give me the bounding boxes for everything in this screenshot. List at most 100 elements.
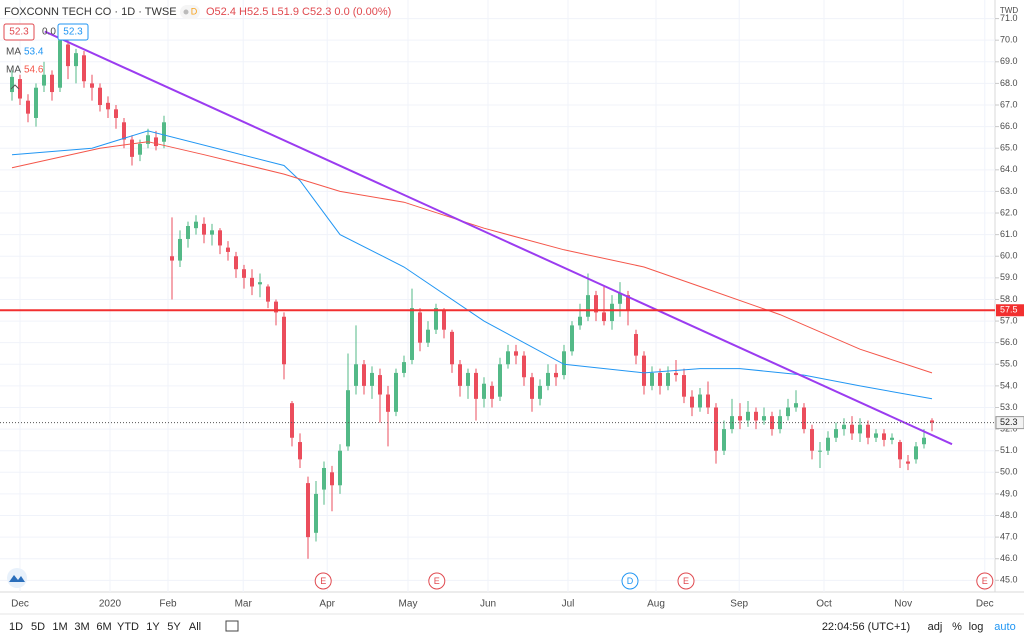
scale-option[interactable]: % [952, 621, 962, 633]
y-tick-label: 60.0 [1000, 251, 1018, 261]
candle-body [850, 424, 854, 434]
candle-body [578, 316, 582, 326]
candle-body [434, 308, 438, 330]
range-button[interactable]: 1Y [146, 621, 160, 633]
y-tick-label: 49.0 [1000, 488, 1018, 498]
range-button[interactable]: 5Y [167, 621, 181, 633]
candle-body [906, 461, 910, 464]
y-tick-label: 47.0 [1000, 531, 1018, 541]
candle-body [282, 316, 286, 365]
ma-value: 54.6 [24, 65, 44, 76]
candle-body [10, 76, 14, 93]
range-button[interactable]: All [189, 621, 201, 633]
logo-mark [9, 575, 25, 582]
collapse-icon[interactable] [10, 84, 20, 90]
clock: 22:04:56 (UTC+1) [822, 621, 910, 633]
candle-body [322, 467, 326, 490]
y-tick-label: 59.0 [1000, 272, 1018, 282]
candle-body [834, 429, 838, 438]
candle-body [194, 221, 198, 229]
candle-body [626, 295, 630, 311]
x-tick-label: Jul [562, 599, 575, 610]
range-button[interactable]: 3M [74, 621, 89, 633]
y-tick-label: 71.0 [1000, 13, 1018, 23]
event-marker[interactable] [621, 572, 639, 590]
candle-body [82, 55, 86, 82]
candle-body [66, 44, 70, 67]
candle-body [146, 135, 150, 144]
candle-body [546, 372, 550, 386]
range-button[interactable]: 1D [9, 621, 23, 633]
event-marker[interactable] [677, 572, 695, 590]
date-range-icon[interactable] [225, 620, 239, 632]
event-label: E [683, 576, 689, 586]
candle-body [482, 383, 486, 399]
range-button[interactable]: YTD [117, 621, 139, 633]
y-tick-label: 61.0 [1000, 229, 1018, 239]
x-tick-label: Feb [159, 599, 177, 610]
candle-body [682, 375, 686, 397]
x-tick-label: 2020 [99, 599, 122, 610]
candle-body [266, 286, 270, 302]
candle-body [442, 310, 446, 330]
ask: 52.3 [63, 27, 83, 38]
candle-body [490, 385, 494, 399]
x-tick-label: Jun [480, 599, 496, 610]
range-button[interactable]: 5D [31, 621, 45, 633]
candle-body [554, 372, 558, 378]
y-tick-label: 54.0 [1000, 380, 1018, 390]
x-tick-label: Dec [11, 599, 29, 610]
candle-body [58, 40, 62, 88]
ma-name: MA [6, 65, 21, 76]
y-tick-label: 56.0 [1000, 337, 1018, 347]
candle-body [674, 372, 678, 376]
candle-body [122, 122, 126, 140]
candle-body [930, 420, 934, 423]
candle-body [914, 446, 918, 460]
candle-body [762, 416, 766, 421]
x-tick-label: Dec [976, 599, 994, 610]
last-price-label: 52.3 [1000, 417, 1018, 427]
y-tick-label: 64.0 [1000, 164, 1018, 174]
event-label: E [434, 576, 440, 586]
candle-body [394, 372, 398, 412]
candle-body [226, 247, 230, 252]
candle-body [290, 403, 294, 438]
candle-body [18, 79, 22, 99]
scale-option[interactable]: adj [928, 621, 943, 633]
candle-body [522, 355, 526, 378]
y-tick-label: 69.0 [1000, 56, 1018, 66]
candle-body [362, 364, 366, 386]
logo-bg [7, 568, 27, 588]
range-button[interactable]: 6M [96, 621, 111, 633]
candle-body [34, 87, 38, 118]
candle-body [714, 407, 718, 451]
range-button[interactable]: 1M [52, 621, 67, 633]
candle-body [242, 269, 246, 278]
y-tick-label: 68.0 [1000, 78, 1018, 88]
candle-body [130, 139, 134, 157]
candle-body [74, 53, 78, 67]
candle-body [402, 362, 406, 373]
event-marker[interactable] [314, 572, 332, 590]
event-marker[interactable] [428, 572, 446, 590]
candle-body [306, 483, 310, 538]
x-tick-label: Aug [647, 599, 665, 610]
candle-body [386, 394, 390, 412]
candle-body [298, 442, 302, 460]
candle-body [658, 372, 662, 386]
y-tick-label: 46.0 [1000, 553, 1018, 563]
scale-option[interactable]: log [969, 621, 984, 633]
candle-body [450, 331, 454, 365]
bid-box [3, 23, 35, 41]
candle-body [690, 396, 694, 408]
candle-body [514, 351, 518, 356]
badge-dot [183, 9, 189, 15]
candle-body [506, 351, 510, 365]
x-tick-label: Mar [235, 599, 253, 610]
event-marker[interactable] [976, 572, 994, 590]
level-label: 57.5 [1000, 305, 1018, 315]
scale-option[interactable]: auto [994, 621, 1015, 633]
candle-body [370, 372, 374, 386]
candle-body [802, 407, 806, 430]
